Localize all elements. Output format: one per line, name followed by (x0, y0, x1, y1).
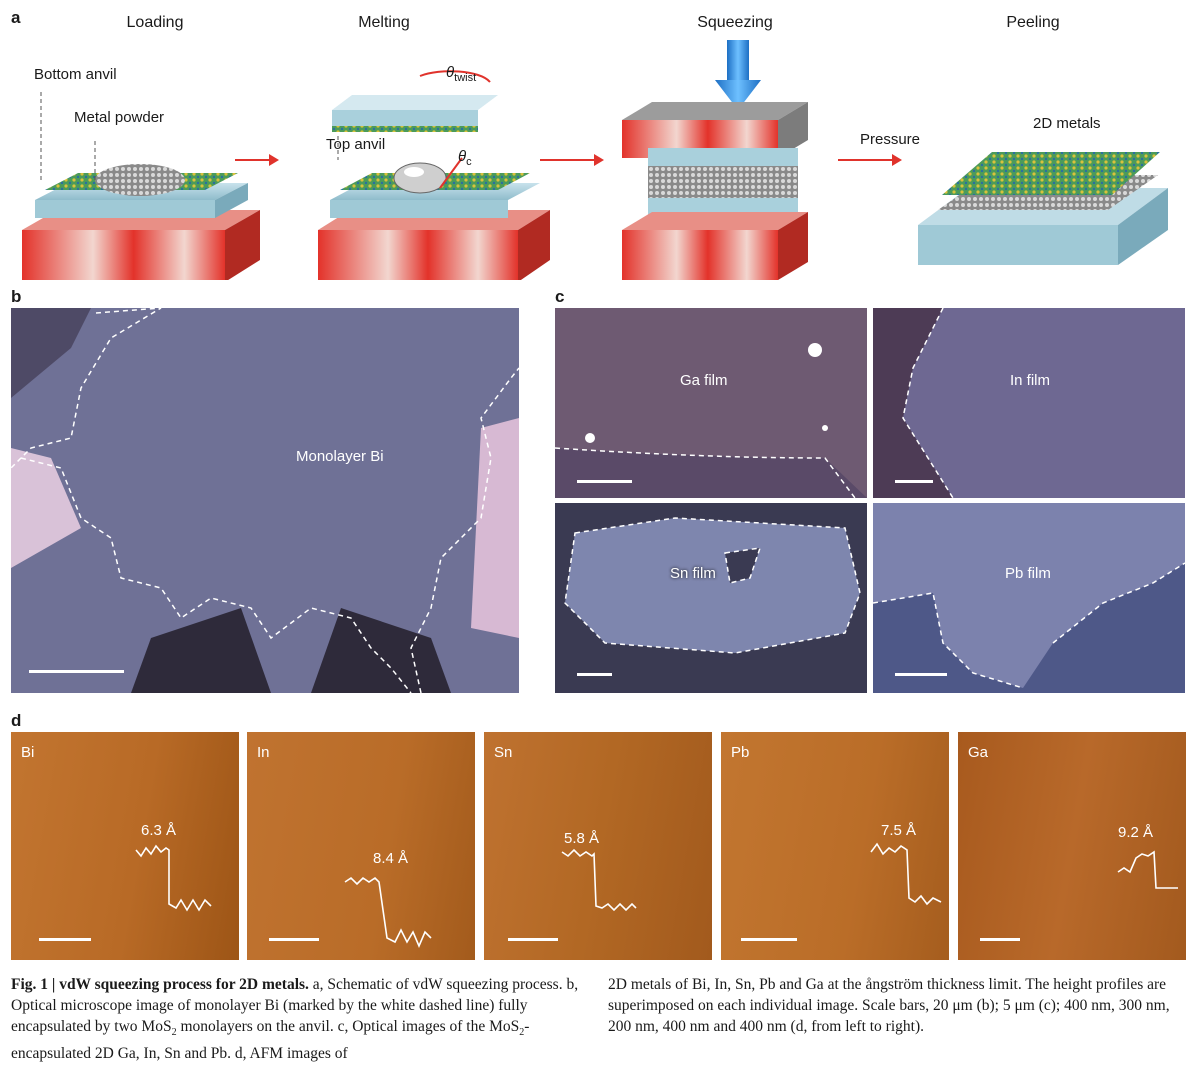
afm-bi-image: Bi 6.3 Å (11, 732, 239, 960)
ga-film-image: Ga film (555, 308, 867, 498)
squeezing-schematic (622, 40, 808, 280)
afm-pb-image: Pb 7.5 Å (721, 732, 949, 960)
loading-schematic (22, 164, 260, 280)
flow-arrow-2 (540, 154, 604, 166)
afm-bi-profile (135, 844, 212, 912)
monolayer-bi-text: Monolayer Bi (296, 448, 384, 465)
scale-bar-bi (39, 938, 91, 941)
stage-loading: Loading (126, 14, 184, 31)
sn-film-text: Sn film (670, 565, 716, 582)
caption-column-1: Fig. 1 | vdW squeezing process for 2D me… (11, 976, 579, 1063)
afm-in-image: In 8.4 Å (247, 732, 475, 960)
scale-bar-b (29, 670, 124, 673)
flow-arrow-1 (235, 154, 279, 166)
scale-bar-ga (577, 480, 632, 483)
afm-pb-step: 7.5 Å (881, 822, 917, 839)
ga-film-text: Ga film (680, 372, 728, 389)
scale-bar-pb-afm (741, 938, 797, 941)
afm-ga-step: 9.2 Å (1118, 824, 1154, 841)
afm-sn-label: Sn (494, 744, 513, 761)
panel-a-label: a (11, 8, 21, 27)
theta-twist-label: θtwist (446, 64, 477, 84)
afm-bi-label: Bi (21, 744, 35, 761)
afm-sn-image: Sn 5.8 Å (484, 732, 712, 960)
flow-arrow-3 (838, 154, 902, 166)
afm-bi-step: 6.3 Å (141, 822, 177, 839)
caption-title: Fig. 1 | vdW squeezing process for 2D me… (11, 976, 309, 993)
stage-melting: Melting (358, 14, 410, 31)
scale-bar-in-afm (269, 938, 319, 941)
in-film-image: In film (873, 308, 1185, 498)
in-film-text: In film (1010, 372, 1051, 389)
afm-ga-image: Ga 9.2 Å (958, 732, 1186, 960)
melting-schematic (318, 70, 550, 280)
pressure-label: Pressure (860, 131, 921, 148)
scale-bar-pb (895, 673, 947, 676)
schematic-graphics (22, 40, 1168, 280)
afm-ga-profile (1117, 850, 1178, 889)
scale-bar-sn (577, 673, 612, 676)
caption-column-2: 2D metals of Bi, In, Sn, Pb and Ga at th… (608, 976, 1170, 1035)
afm-pb-profile (870, 842, 942, 906)
afm-sn-step: 5.8 Å (564, 830, 600, 847)
pb-film-image: Pb film (873, 503, 1185, 693)
scale-bar-sn-afm (508, 938, 558, 941)
stage-squeezing: Squeezing (697, 14, 773, 31)
panel-c-label: c (555, 287, 565, 306)
scale-bar-ga-afm (980, 938, 1020, 941)
peeling-schematic (918, 152, 1168, 265)
stage-peeling: Peeling (1006, 14, 1060, 31)
panel-b-label: b (11, 287, 22, 306)
monolayer-bi-image: Monolayer Bi (11, 308, 519, 693)
top-anvil-label: Top anvil (326, 136, 386, 153)
sn-film-image: Sn film (555, 503, 867, 693)
afm-in-step: 8.4 Å (373, 850, 409, 867)
afm-in-label: In (257, 744, 270, 761)
afm-sn-profile (561, 848, 637, 912)
bottom-anvil-label: Bottom anvil (34, 66, 117, 83)
metal-powder-label: Metal powder (74, 109, 165, 126)
panel-d-label: d (11, 711, 22, 730)
2d-metals-label: 2D metals (1033, 115, 1101, 132)
afm-ga-label: Ga (968, 744, 989, 761)
theta-c-label: θc (458, 148, 472, 168)
scale-bar-in (895, 480, 933, 483)
afm-pb-label: Pb (731, 744, 750, 761)
pb-film-text: Pb film (1005, 565, 1051, 582)
afm-in-profile (344, 876, 432, 949)
